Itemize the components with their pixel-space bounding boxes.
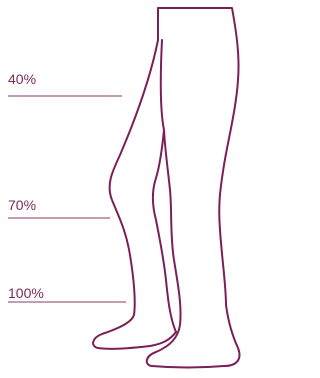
level-label: 100%: [8, 285, 44, 301]
tights-diagram: 40% 70% 100%: [0, 0, 243, 378]
level-label: 40%: [8, 71, 36, 87]
level-label: 70%: [8, 197, 36, 213]
legs-outline: [93, 8, 239, 368]
